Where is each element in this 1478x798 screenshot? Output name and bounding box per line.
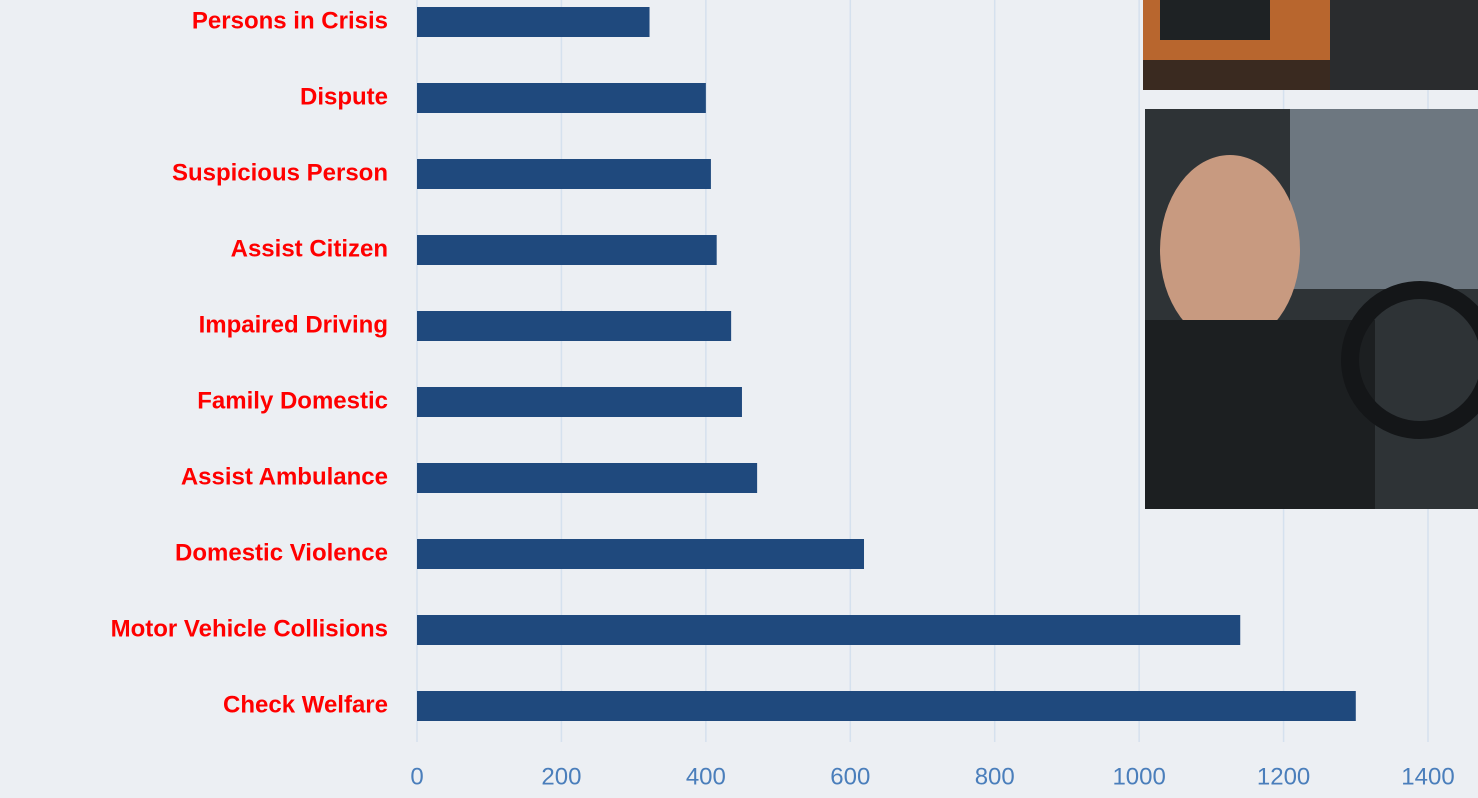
category-label: Impaired Driving	[199, 311, 388, 338]
bar	[417, 615, 1241, 645]
bar	[417, 159, 711, 189]
category-label: Assist Citizen	[231, 235, 388, 262]
bar	[417, 387, 742, 417]
x-tick-label: 400	[686, 763, 726, 790]
x-tick-label: 1000	[1112, 763, 1165, 790]
category-label: Motor Vehicle Collisions	[111, 615, 388, 642]
category-label: Dispute	[300, 83, 388, 110]
bar	[417, 311, 732, 341]
bar	[417, 539, 865, 569]
photo-phone	[1143, 0, 1478, 90]
bar	[417, 691, 1356, 721]
plot-area: 0 200 400 600 800 1000 1200 1400 Persons in Cris…	[111, 0, 1455, 790]
category-label: Domestic Violence	[175, 539, 388, 566]
bar	[417, 235, 717, 265]
bar	[417, 463, 758, 493]
category-label: Check Welfare	[223, 691, 388, 718]
x-tick-label: 200	[541, 763, 581, 790]
x-tick-label: 0	[410, 763, 423, 790]
bar	[417, 7, 650, 37]
category-label: Assist Ambulance	[181, 463, 388, 490]
bar	[417, 83, 706, 113]
photo-officer	[1145, 109, 1478, 509]
x-tick-label: 600	[830, 763, 870, 790]
category-label: Family Domestic	[197, 387, 388, 414]
category-label: Persons in Crisis	[192, 7, 388, 34]
category-label: Suspicious Person	[172, 159, 388, 186]
x-tick-label: 1200	[1257, 763, 1310, 790]
x-tick-label: 800	[975, 763, 1015, 790]
x-tick-label: 1400	[1401, 763, 1454, 790]
